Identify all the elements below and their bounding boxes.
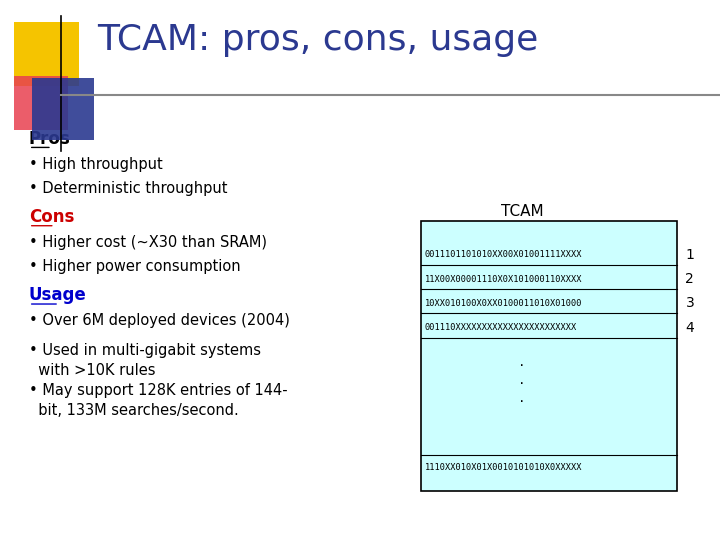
Text: 4: 4 — [685, 321, 694, 335]
Text: Usage: Usage — [29, 286, 86, 304]
Text: TCAM: pros, cons, usage: TCAM: pros, cons, usage — [97, 23, 539, 57]
Text: Pros: Pros — [29, 130, 71, 147]
Text: • Higher cost (~X30 than SRAM): • Higher cost (~X30 than SRAM) — [29, 235, 267, 250]
Text: 2: 2 — [685, 272, 694, 286]
Text: • Higher power consumption: • Higher power consumption — [29, 259, 240, 274]
FancyBboxPatch shape — [14, 22, 79, 86]
Text: • Used in multi-gigabit systems
  with >10K rules: • Used in multi-gigabit systems with >10… — [29, 343, 261, 377]
Text: • High throughput: • High throughput — [29, 157, 163, 172]
FancyBboxPatch shape — [421, 221, 677, 491]
Text: .
.
.: . . . — [518, 356, 526, 405]
Text: 1110XX010X01X0010101010X0XXXXX: 1110XX010X01X0010101010X0XXXXX — [425, 463, 582, 471]
FancyBboxPatch shape — [32, 78, 94, 140]
Text: Cons: Cons — [29, 208, 74, 226]
Text: 11X00X00001110X0X101000110XXXX: 11X00X00001110X0X101000110XXXX — [425, 275, 582, 284]
Text: 0011101101010XX00X01001111XXXX: 0011101101010XX00X01001111XXXX — [425, 251, 582, 259]
Text: • Deterministic throughput: • Deterministic throughput — [29, 181, 228, 196]
Text: 1: 1 — [685, 248, 694, 262]
Text: 10XX010100X0XX0100011010X01000: 10XX010100X0XX0100011010X01000 — [425, 299, 582, 308]
Text: 3: 3 — [685, 296, 694, 310]
Text: • Over 6M deployed devices (2004): • Over 6M deployed devices (2004) — [29, 313, 289, 328]
Text: TCAM: TCAM — [500, 204, 544, 219]
FancyBboxPatch shape — [14, 76, 68, 130]
Text: 001110XXXXXXXXXXXXXXXXXXXXXXX: 001110XXXXXXXXXXXXXXXXXXXXXXX — [425, 323, 577, 332]
Text: • May support 128K entries of 144-
  bit, 133M searches/second.: • May support 128K entries of 144- bit, … — [29, 383, 287, 418]
